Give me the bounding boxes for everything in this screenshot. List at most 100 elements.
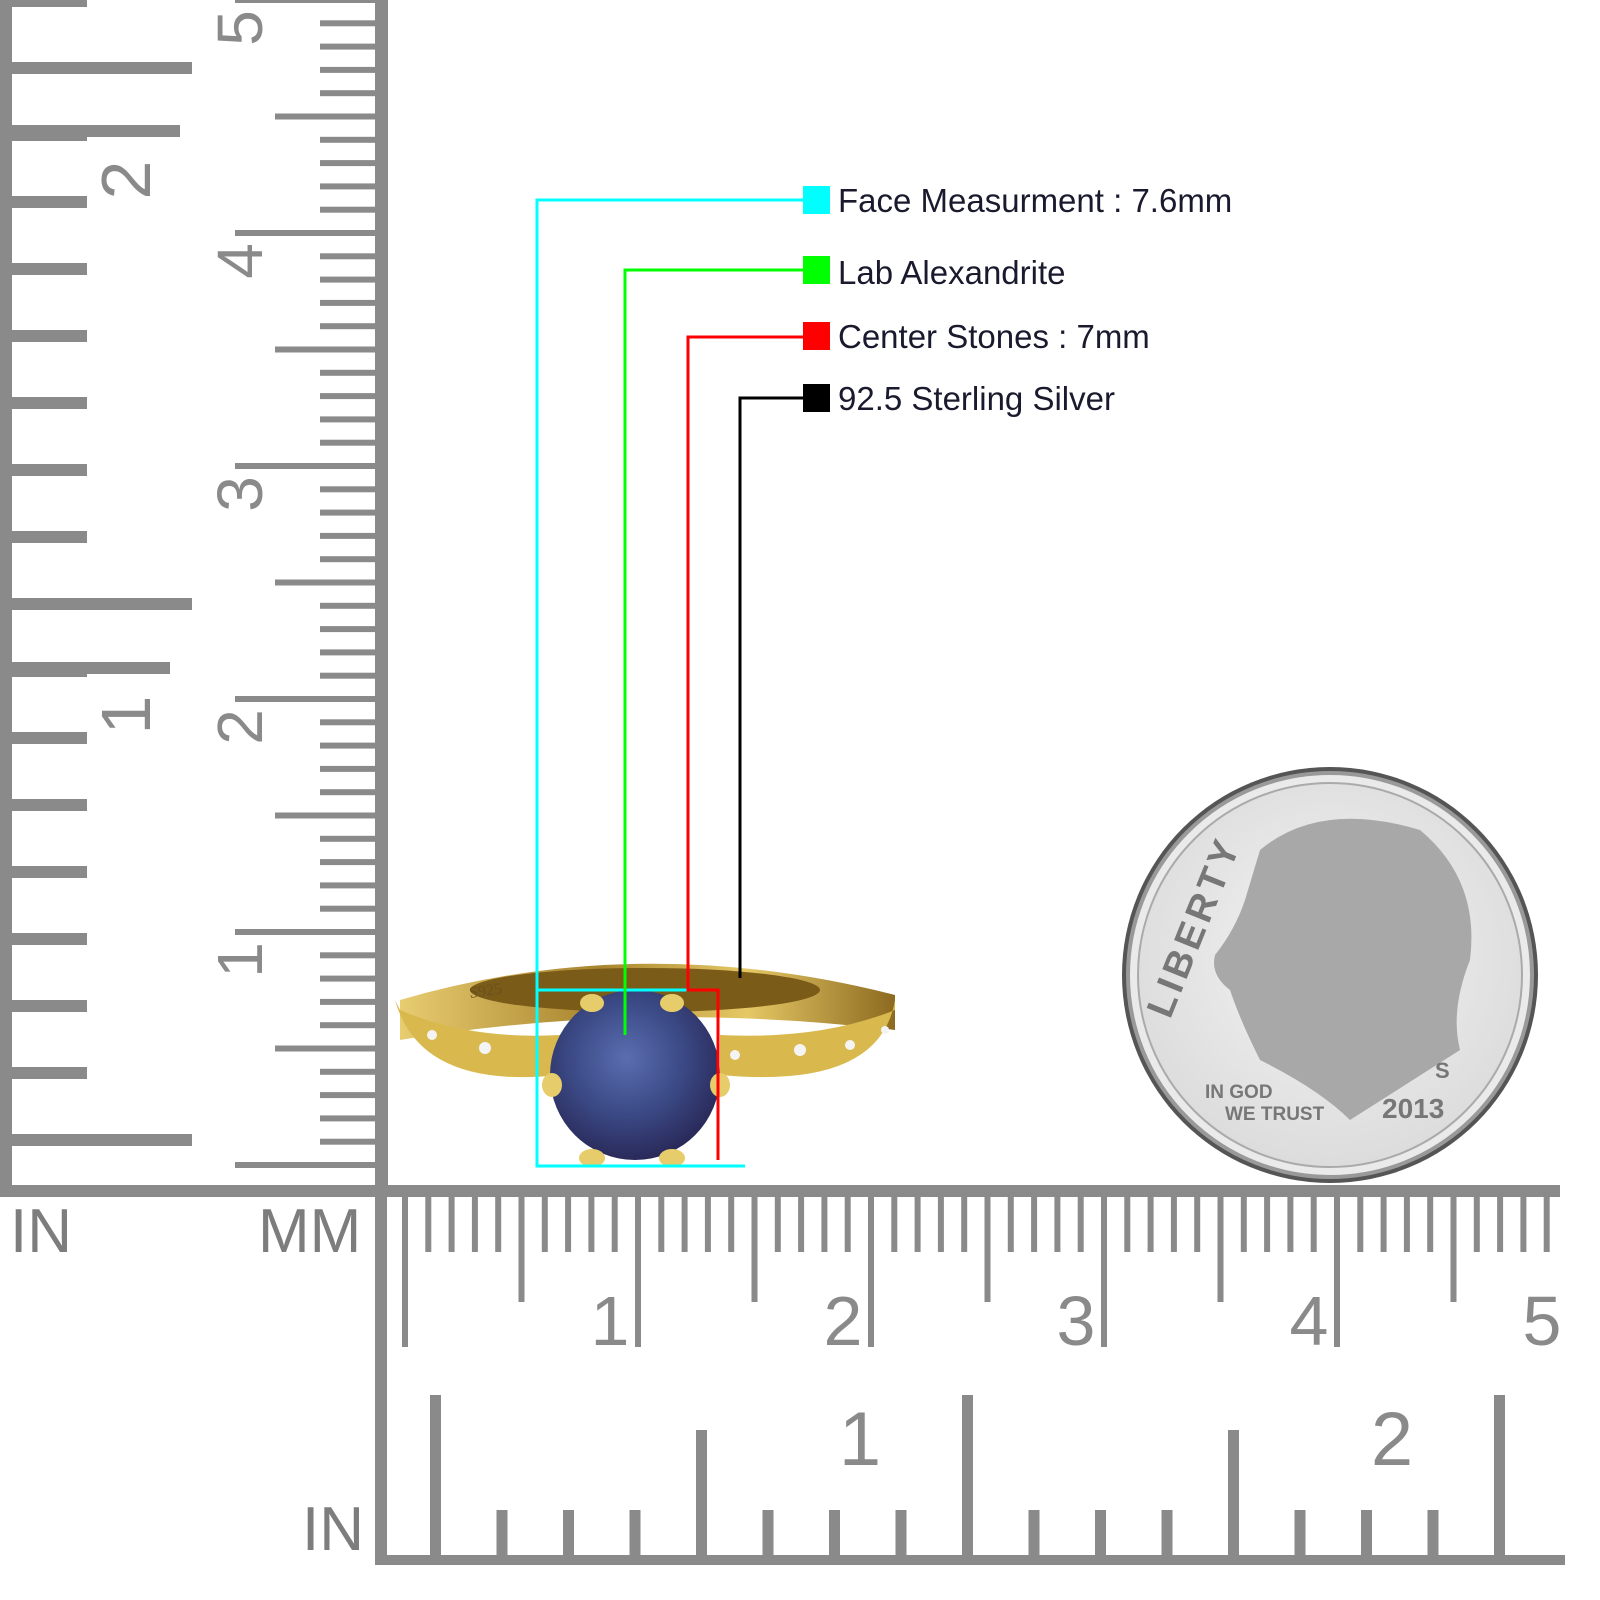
inch-tick (12, 196, 87, 208)
inch-tick (12, 866, 87, 878)
bottom-inch-label: 1 (839, 1397, 881, 1482)
cm-tick (844, 1197, 851, 1252)
coin-mint-mark: S (1435, 1058, 1450, 1083)
coin-year: 2013 (1382, 1093, 1444, 1124)
cm-tick (588, 1197, 595, 1252)
bottom-inch-tick (1361, 1510, 1372, 1555)
mm-tick (320, 672, 375, 679)
mm-tick (320, 998, 375, 1005)
left-cm-label: 5 (204, 10, 276, 46)
inch-tick (12, 1000, 87, 1012)
bottom-inch-tick (1228, 1430, 1239, 1555)
ring-shank-left (395, 1000, 560, 1078)
mm-tick (320, 719, 375, 726)
bottom-inch-tick (1028, 1510, 1040, 1555)
inch-tick (12, 799, 87, 811)
bottom-ruler-top-edge (0, 1185, 1560, 1197)
accent-stones (427, 1026, 889, 1060)
cm-tick (774, 1197, 781, 1252)
bottom-inch-tick (895, 1510, 907, 1555)
mm-tick (320, 416, 375, 423)
bottom-inch-tick (1095, 1510, 1106, 1555)
mm-tick (320, 556, 375, 563)
mm-tick (320, 136, 375, 143)
cm-tick (1287, 1197, 1294, 1252)
bottom-inch-tick (696, 1430, 707, 1555)
coin-portrait (1214, 818, 1472, 1120)
legend-center-stone: Center Stones : 7mm (838, 318, 1150, 355)
mm-tick (275, 346, 375, 353)
bottom-inch-label: 2 (1371, 1397, 1413, 1482)
cm-tick (1054, 1197, 1061, 1252)
bottom-inch-tick (496, 1510, 508, 1555)
cm-tick (541, 1197, 548, 1252)
center-stone-line (686, 335, 805, 1160)
mm-tick (320, 859, 375, 866)
cm-tick (937, 1197, 944, 1252)
cm-tick (891, 1197, 898, 1252)
left-unit-mm: MM (258, 1197, 362, 1266)
inch-tick (12, 732, 87, 744)
cm-tick (1101, 1197, 1107, 1347)
cm-tick (914, 1197, 921, 1252)
bottom-ruler-left-edge (375, 1185, 387, 1565)
inch-tick (12, 933, 87, 945)
cm-tick (1380, 1197, 1387, 1252)
mm-tick (320, 439, 375, 446)
inch-tick (12, 531, 87, 543)
mm-tick (320, 1068, 375, 1075)
prongs (542, 994, 730, 1167)
mm-ruler-edge (375, 0, 388, 1197)
mm-tick (235, 463, 375, 469)
left-cm-label: 3 (204, 476, 276, 512)
bottom-ruler-bottom-edge (375, 1555, 1565, 1565)
mm-tick (320, 649, 375, 656)
coin-motto-2: WE TRUST (1225, 1104, 1325, 1125)
cm-tick (681, 1197, 688, 1252)
cm-tick (1334, 1197, 1340, 1347)
mm-tick (320, 66, 375, 73)
face-measure-line (535, 198, 805, 1168)
mm-tick (320, 393, 375, 400)
cm-tick (1077, 1197, 1084, 1252)
cm-tick (821, 1197, 828, 1252)
cm-tick (1473, 1197, 1480, 1252)
cm-tick (961, 1197, 968, 1252)
cm-tick (1217, 1197, 1224, 1302)
mm-tick (235, 1162, 375, 1168)
cm-tick (1147, 1197, 1154, 1252)
bottom-inch-tick (762, 1510, 774, 1555)
cm-tick (984, 1197, 991, 1302)
mm-tick (320, 1115, 375, 1122)
mm-tick (320, 20, 375, 27)
mm-tick (320, 1138, 375, 1145)
mm-tick (320, 626, 375, 633)
inch-tick (12, 397, 87, 409)
mm-tick (235, 230, 375, 236)
bottom-inch-tick (962, 1395, 973, 1555)
legend-swatch (803, 256, 830, 284)
bottom-inch-tick (1294, 1510, 1306, 1555)
cm-tick (704, 1197, 711, 1252)
cm-tick (1170, 1197, 1177, 1252)
legend-metal: 92.5 Sterling Silver (838, 380, 1115, 417)
cm-tick (425, 1197, 432, 1252)
cm-tick (565, 1197, 572, 1252)
cm-tick (471, 1197, 478, 1252)
bottom-unit-in: IN (302, 1495, 364, 1564)
mm-tick (320, 742, 375, 749)
left-ruler-edge (0, 0, 12, 1197)
mm-tick (320, 299, 375, 306)
bottom-cm-label: 4 (1290, 1282, 1329, 1360)
inch-tick (12, 263, 87, 275)
cm-tick (1427, 1197, 1434, 1252)
cm-tick (402, 1197, 408, 1347)
legend-face-measurement: Face Measurment : 7.6mm (838, 182, 1233, 219)
left-cm-label: 2 (204, 709, 276, 745)
bottom-inch-tick (430, 1395, 441, 1555)
left-cm-label: 4 (204, 243, 276, 279)
mm-tick (320, 975, 375, 982)
mm-tick (320, 160, 375, 167)
mm-tick (320, 183, 375, 190)
inch-tick (12, 598, 192, 610)
